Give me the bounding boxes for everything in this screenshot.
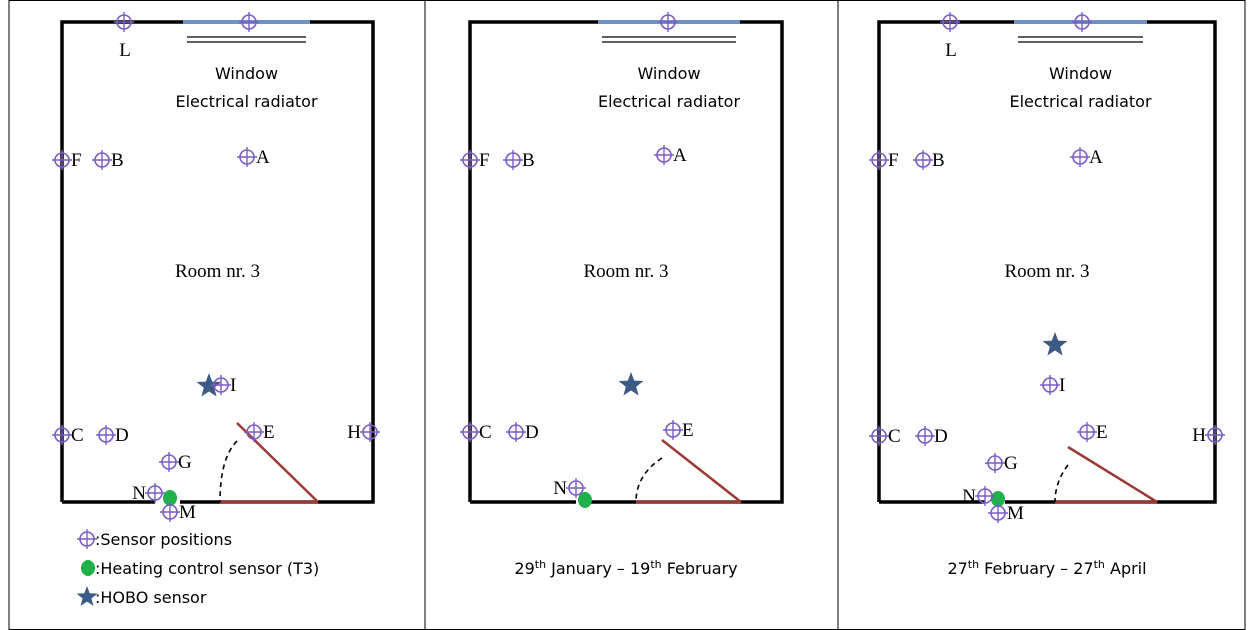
sensor-label: H — [347, 422, 361, 443]
sensor-label: E — [263, 422, 275, 443]
sensor-label: D — [525, 422, 539, 443]
sensor-label: M — [1007, 503, 1024, 524]
sensor-label: M — [179, 502, 196, 523]
sensor-label: N — [132, 483, 146, 504]
caption-part: 29 — [514, 559, 534, 578]
sensor-label: I — [1059, 375, 1065, 396]
caption-part: 27 — [947, 559, 967, 578]
heating-sensor — [81, 560, 95, 576]
hobo-sensor — [1042, 332, 1068, 356]
room-label: Room nr. 3 — [584, 261, 669, 282]
sensor-label: B — [111, 150, 124, 171]
sensor-label: F — [479, 150, 490, 171]
window-label: Window — [1049, 64, 1112, 83]
door-leaf — [1067, 445, 1158, 504]
window-label: Window — [637, 64, 700, 83]
door-swing — [219, 440, 238, 503]
sensor-label: C — [888, 426, 901, 447]
caption-part: February – 27 — [979, 559, 1094, 578]
radiator-label: Electrical radiator — [598, 92, 740, 111]
hobo-sensor — [618, 372, 644, 396]
heating-sensor — [578, 492, 592, 508]
caption-part: th — [1094, 558, 1105, 571]
sensor-label: L — [119, 40, 131, 61]
sensor-label: F — [71, 150, 82, 171]
sensor-label: A — [1089, 147, 1103, 168]
sensor-label: H — [1192, 425, 1206, 446]
caption-part: th — [968, 558, 979, 571]
door-leaf — [661, 439, 742, 503]
sensor-label: C — [479, 422, 492, 443]
caption-part: th — [535, 558, 546, 571]
window-label: Window — [215, 64, 278, 83]
door-swing — [1054, 464, 1069, 503]
legend-label: :Sensor positions — [95, 530, 232, 549]
room-label: Room nr. 3 — [175, 261, 260, 282]
hobo-sensor — [196, 373, 222, 397]
legend-label: :Heating control sensor (T3) — [95, 559, 319, 578]
sensor-label: D — [115, 425, 129, 446]
sensor-label: D — [934, 426, 948, 447]
heating-sensor — [991, 491, 1005, 507]
sensor-label: B — [522, 150, 535, 171]
caption: 29th January – 19th February — [514, 558, 737, 579]
radiator-label: Electrical radiator — [175, 92, 317, 111]
sensor-label: N — [962, 486, 976, 507]
caption-part: January – 19 — [546, 559, 650, 578]
sensor-label: L — [945, 40, 957, 61]
caption-part: April — [1105, 559, 1147, 578]
sensor-label: G — [178, 452, 192, 473]
sensor-label: F — [888, 150, 899, 171]
door-swing — [635, 457, 663, 503]
door-leaf — [236, 422, 319, 503]
caption-part: February — [662, 559, 738, 578]
sensor-label: A — [256, 147, 270, 168]
room-label: Room nr. 3 — [1005, 261, 1090, 282]
legend-label: :HOBO sensor — [95, 588, 207, 607]
sensor-label: C — [71, 425, 84, 446]
sensor-label: N — [553, 478, 567, 499]
sensor-label: G — [1004, 453, 1018, 474]
caption-part: th — [650, 558, 661, 571]
heating-sensor — [163, 490, 177, 506]
sensor-label: I — [230, 375, 236, 396]
caption: 27th February – 27th April — [947, 558, 1146, 579]
sensor-label: E — [682, 420, 694, 441]
hobo-sensor — [76, 586, 98, 606]
sensor-label: A — [673, 145, 687, 166]
sensor-label: E — [1096, 422, 1108, 443]
radiator-label: Electrical radiator — [1009, 92, 1151, 111]
sensor-label: B — [932, 150, 945, 171]
